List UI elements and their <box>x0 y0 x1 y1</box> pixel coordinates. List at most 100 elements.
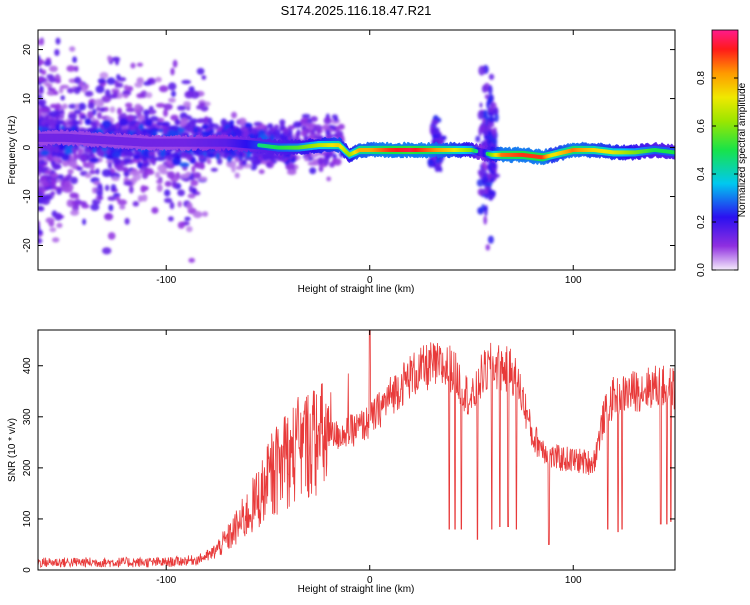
noise-blob <box>166 129 176 138</box>
noise-blob <box>39 107 50 113</box>
noise-blob <box>92 108 97 116</box>
noise-blob <box>56 178 61 183</box>
noise-blob <box>38 191 43 199</box>
noise-blob <box>484 109 488 119</box>
noise-blob <box>38 99 47 106</box>
noise-blob <box>114 122 121 130</box>
colorbar-ticks: 0.0 0.2 0.4 0.6 0.8 <box>696 71 738 277</box>
noise-blob <box>78 102 87 111</box>
noise-blob <box>67 87 74 94</box>
noise-blob <box>196 118 207 123</box>
snr-panel: -100 0 100 0 100 200 300 400 Height of straight… <box>7 329 676 595</box>
noise-blob <box>96 149 105 157</box>
noise-blob <box>492 108 499 115</box>
noise-blob <box>193 128 199 134</box>
y-tick-label: 20 <box>22 44 33 56</box>
noise-blob <box>307 161 317 166</box>
noise-blob <box>137 114 146 121</box>
noise-blob <box>488 107 494 113</box>
noise-blob <box>107 196 117 201</box>
noise-blob <box>191 165 196 173</box>
noise-blob <box>316 128 321 135</box>
noise-blob <box>66 65 76 72</box>
noise-blob <box>488 134 494 142</box>
noise-blob <box>206 158 212 165</box>
noise-blob <box>51 151 56 157</box>
noise-blob <box>112 157 122 165</box>
noise-blob <box>48 65 58 73</box>
noise-blob <box>292 121 302 128</box>
noise-blob <box>303 122 312 127</box>
noise-blob <box>56 188 62 195</box>
noise-blob <box>155 171 161 179</box>
noise-blob <box>273 124 280 130</box>
noise-blob <box>488 193 494 201</box>
noise-blob <box>202 211 209 217</box>
noise-blob <box>285 163 296 171</box>
noise-blob <box>478 65 486 76</box>
noise-blob <box>88 152 94 157</box>
noise-blob <box>38 206 45 212</box>
noise-blob <box>322 124 330 131</box>
noise-blob <box>244 122 253 128</box>
ridge-core <box>672 150 675 155</box>
noise-blob <box>140 185 147 193</box>
noise-blob <box>171 180 177 189</box>
noise-blob <box>92 187 97 194</box>
noise-blob <box>165 158 174 166</box>
noise-blob <box>151 158 156 166</box>
noise-blob <box>44 170 52 175</box>
noise-blob <box>55 151 65 158</box>
noise-blob <box>136 62 143 67</box>
noise-blob <box>101 95 112 103</box>
noise-blob <box>188 257 195 263</box>
noise-blob <box>126 114 135 122</box>
noise-blob <box>130 170 139 176</box>
noise-blob <box>295 131 300 139</box>
noise-blob <box>144 119 153 127</box>
noise-blob <box>436 134 440 140</box>
noise-blob <box>200 105 209 112</box>
noise-blob <box>125 102 133 109</box>
noise-blob <box>49 146 60 152</box>
noise-blob <box>190 179 199 187</box>
noise-blob <box>258 169 265 175</box>
noise-blob <box>482 207 488 212</box>
noise-blob <box>187 193 196 199</box>
noise-blob <box>38 89 41 94</box>
noise-blob <box>74 76 82 84</box>
noise-blob <box>479 102 483 108</box>
noise-blob <box>108 94 117 99</box>
x-tick-label: -100 <box>156 575 176 586</box>
noise-blob <box>42 181 51 188</box>
noise-blob <box>64 180 72 188</box>
noise-blob <box>168 216 174 222</box>
noise-blob <box>488 94 493 104</box>
noise-blob <box>124 217 130 225</box>
noise-blob <box>75 103 79 110</box>
noise-blob <box>38 58 45 66</box>
noise-blob <box>326 176 332 182</box>
ridge-core <box>474 149 479 154</box>
noise-blob <box>56 222 63 228</box>
noise-blob <box>110 184 117 192</box>
noise-blob <box>169 125 179 131</box>
noise-blob <box>59 84 70 89</box>
noise-blob <box>119 204 126 210</box>
noise-blob <box>116 82 124 88</box>
noise-blob <box>201 75 207 80</box>
noise-blob <box>49 227 57 233</box>
noise-blob <box>188 86 195 93</box>
noise-blob <box>38 225 41 230</box>
noise-blob <box>54 78 62 84</box>
noise-blob <box>104 213 114 221</box>
noise-blob <box>235 165 244 170</box>
noise-blob <box>156 121 165 126</box>
noise-blob <box>84 90 94 97</box>
snr-series <box>38 330 675 569</box>
noise-blob <box>184 216 191 221</box>
noise-blob <box>111 176 120 182</box>
spectrogram-ridge <box>38 129 675 166</box>
noise-blob <box>267 123 274 129</box>
